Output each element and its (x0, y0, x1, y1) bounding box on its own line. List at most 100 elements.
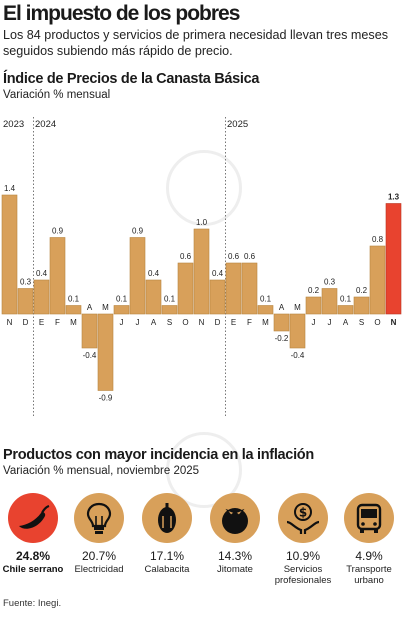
product-pct: 17.1% (149, 549, 185, 563)
month-tick-label: E (231, 318, 236, 327)
product-electricidad: 20.7% Electricidad (66, 493, 132, 575)
bar (81, 313, 98, 349)
data-label: 0.3 (324, 278, 336, 287)
month-tick-label: S (167, 318, 172, 327)
product-jitomate: 14.3% Jitomate (202, 493, 268, 575)
data-label: 0.4 (148, 269, 160, 278)
product-name: Chile serrano (2, 564, 64, 575)
data-label: 0.6 (228, 252, 240, 261)
month-tick-label: A (87, 303, 93, 312)
month-tick-label: J (120, 318, 124, 327)
bar (193, 228, 210, 315)
bar (369, 245, 386, 315)
data-label: 0.3 (20, 278, 32, 287)
data-label: 1.4 (4, 184, 16, 193)
product-calabacita: 17.1% Calabacita (134, 493, 200, 575)
bar (177, 262, 194, 315)
bar (17, 288, 34, 315)
data-label: 0.4 (36, 269, 48, 278)
product-pct: 20.7% (81, 549, 117, 563)
year-label: 2024 (35, 119, 56, 130)
bar (113, 305, 130, 315)
bar (129, 237, 146, 315)
bar (33, 279, 50, 315)
bar (241, 262, 258, 315)
products-title: Productos con mayor incidencia en la inf… (3, 447, 314, 463)
month-tick-label: J (328, 318, 332, 327)
data-label: -0.4 (291, 351, 305, 360)
svg-text:$: $ (299, 506, 307, 520)
data-label: 0.6 (244, 252, 256, 261)
month-tick-label: F (247, 318, 252, 327)
tomato-icon (210, 493, 260, 543)
month-tick-label: D (215, 318, 221, 327)
chili-icon (8, 493, 58, 543)
year-label: 2023 (3, 119, 24, 130)
bar (321, 288, 338, 315)
month-tick-label: O (182, 318, 188, 327)
source-note: Fuente: Inegi. (3, 598, 62, 609)
dek: Los 84 productos y servicios de primera … (3, 28, 388, 58)
bar (305, 296, 322, 315)
data-label: 0.2 (308, 286, 320, 295)
month-tick-label: M (70, 318, 77, 327)
data-label: 0.1 (260, 295, 272, 304)
bar (337, 305, 354, 315)
data-label: 0.2 (356, 286, 368, 295)
bar (257, 305, 274, 315)
bar (1, 194, 18, 315)
month-tick-label: M (102, 303, 109, 312)
month-tick-label: S (359, 318, 364, 327)
data-label: 1.0 (196, 218, 208, 227)
month-tick-label: N (7, 318, 13, 327)
month-tick-label: A (343, 318, 349, 327)
month-tick-label: F (55, 318, 60, 327)
data-label: 0.9 (52, 227, 64, 236)
product-servicios-profesionales: $ 10.9% Servicios profesionales (270, 493, 336, 586)
lightbulb-icon (74, 493, 124, 543)
year-label: 2025 (227, 119, 248, 130)
money-hands-icon: $ (278, 493, 328, 543)
product-transporte-urbano: 4.9% Transporte urbano (336, 493, 402, 586)
zucchini-icon (142, 493, 192, 543)
bar-chart: 2023 2024 2025 1.4 N 0.3 D 0.4 E 0.9 F 0.1 M -0.4 A -0.… (1, 117, 402, 417)
data-label: 0.1 (164, 295, 176, 304)
product-name: Servicios profesionales (274, 564, 332, 586)
month-tick-label: A (151, 318, 157, 327)
bar (273, 313, 290, 332)
watermark-seal (166, 150, 242, 226)
month-tick-label: M (262, 318, 269, 327)
month-tick-label: A (279, 303, 285, 312)
product-chile-serrano: 24.8% Chile serrano (0, 493, 66, 575)
month-tick-label: N (199, 318, 205, 327)
month-tick-label: E (39, 318, 44, 327)
data-label: -0.2 (275, 334, 289, 343)
product-pct: 10.9% (285, 549, 321, 563)
bar (385, 203, 402, 315)
data-label: 0.9 (132, 227, 144, 236)
chart-title: Índice de Precios de la Canasta Básica (3, 71, 260, 87)
product-name: Jitomate (217, 564, 253, 575)
bar (225, 262, 242, 315)
month-tick-label: O (374, 318, 380, 327)
bar (353, 296, 370, 315)
products-subtitle: Variación % mensual, noviembre 2025 (3, 465, 200, 477)
headline: El impuesto de los pobres (3, 2, 240, 25)
product-name: Transporte urbano (346, 564, 392, 586)
month-tick-label: J (136, 318, 140, 327)
product-pct: 4.9% (355, 549, 383, 563)
chart-subtitle: Variación % mensual (3, 89, 111, 101)
data-label: -0.4 (83, 351, 97, 360)
data-label: 1.3 (388, 193, 400, 202)
month-tick-label: N (391, 318, 397, 327)
data-label: 0.1 (68, 295, 80, 304)
month-tick-label: J (312, 318, 316, 327)
bar (289, 313, 306, 349)
month-tick-label: D (23, 318, 29, 327)
data-label: 0.1 (116, 295, 128, 304)
watermark-seal (166, 432, 242, 508)
bar (161, 305, 178, 315)
month-tick-label: M (294, 303, 301, 312)
product-name: Calabacita (144, 564, 190, 575)
product-pct: 24.8% (15, 549, 51, 563)
